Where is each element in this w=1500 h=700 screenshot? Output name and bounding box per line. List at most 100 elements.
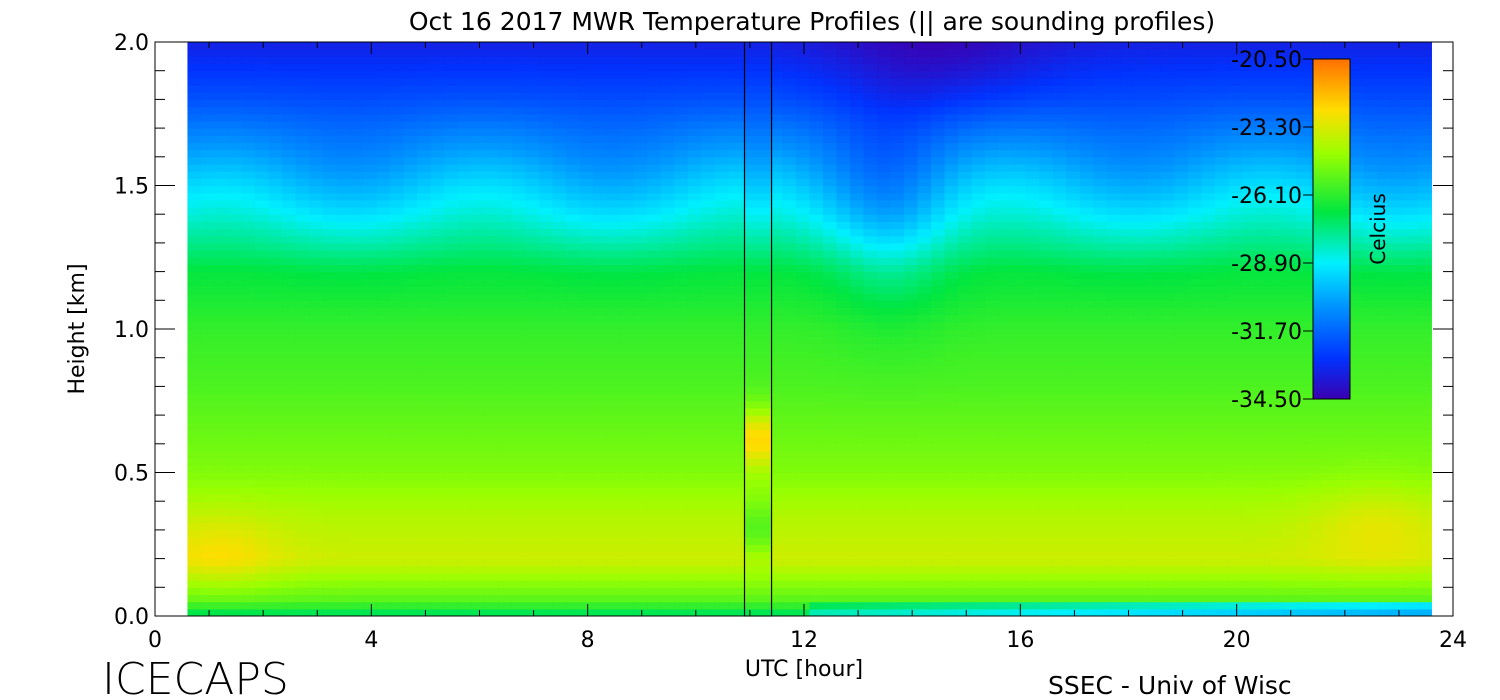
heatmap-cell xyxy=(1025,386,1040,395)
heatmap-cell xyxy=(917,522,932,531)
heatmap-cell xyxy=(1012,508,1027,517)
heatmap-cell xyxy=(498,422,513,431)
heatmap-cell xyxy=(336,228,351,237)
heatmap-cell xyxy=(998,486,1013,495)
heatmap-cell xyxy=(295,515,310,524)
heatmap-cell xyxy=(471,422,486,431)
heatmap-cell xyxy=(606,257,621,266)
heatmap-cell xyxy=(417,300,432,309)
heatmap-cell xyxy=(728,56,743,65)
heatmap-cell xyxy=(511,207,527,215)
heatmap-cell xyxy=(552,407,567,416)
heatmap-cell xyxy=(579,135,594,144)
heatmap-cell xyxy=(430,486,445,495)
heatmap-cell xyxy=(255,450,270,459)
heatmap-cell xyxy=(714,228,729,237)
heatmap-cell xyxy=(660,415,675,423)
heatmap-cell xyxy=(1012,587,1027,596)
heatmap-cell xyxy=(228,207,243,215)
heatmap-cell xyxy=(795,515,811,524)
heatmap-cell xyxy=(484,214,500,222)
heatmap-cell xyxy=(1025,608,1040,616)
heatmap-cell xyxy=(200,537,216,545)
heatmap-cell xyxy=(349,508,364,517)
heatmap-cell xyxy=(863,271,878,280)
heatmap-cell xyxy=(863,85,878,93)
heatmap-cell xyxy=(647,472,662,481)
heatmap-cell xyxy=(931,329,946,337)
heatmap-cell xyxy=(282,192,297,201)
heatmap-cell xyxy=(484,594,500,603)
heatmap-cell xyxy=(349,479,364,488)
heatmap-cell xyxy=(430,386,445,395)
heatmap-cell xyxy=(566,415,581,423)
heatmap-cell xyxy=(457,422,472,431)
heatmap-cell xyxy=(647,594,662,603)
heatmap-cell xyxy=(660,565,675,574)
heatmap-cell xyxy=(444,336,459,344)
heatmap-cell xyxy=(647,120,662,129)
heatmap-cell xyxy=(525,300,540,309)
heatmap-cell xyxy=(417,329,432,337)
heatmap-cell xyxy=(971,106,986,115)
heatmap-cell xyxy=(376,393,391,402)
heatmap-cell xyxy=(822,300,838,309)
heatmap-cell xyxy=(795,242,811,251)
heatmap-cell xyxy=(241,300,256,309)
heatmap-cell xyxy=(417,257,432,266)
heatmap-cell xyxy=(268,135,283,144)
heatmap-cell xyxy=(931,63,946,72)
heatmap-cell xyxy=(241,214,256,222)
heatmap-cell xyxy=(228,199,243,208)
heatmap-cell xyxy=(336,207,351,215)
heatmap-cell xyxy=(228,142,243,151)
heatmap-cell xyxy=(795,436,811,445)
heatmap-cell xyxy=(430,99,445,108)
heatmap-cell xyxy=(674,379,689,387)
heatmap-cell xyxy=(484,357,500,366)
heatmap-cell xyxy=(890,436,905,445)
heatmap-cell xyxy=(214,300,229,309)
heatmap-cell xyxy=(322,63,337,72)
heatmap-cell xyxy=(782,537,797,545)
heatmap-cell xyxy=(809,429,824,438)
heatmap-cell xyxy=(985,128,1000,136)
heatmap-cell xyxy=(701,42,716,50)
heatmap-cell xyxy=(836,407,851,416)
heatmap-cell xyxy=(498,85,513,93)
heatmap-cell xyxy=(498,56,513,65)
heatmap-cell xyxy=(403,214,418,222)
heatmap-cell xyxy=(877,601,892,610)
heatmap-cell xyxy=(971,235,986,244)
heatmap-cell xyxy=(566,429,581,438)
heatmap-cell xyxy=(687,321,702,330)
heatmap-cell xyxy=(349,465,364,474)
heatmap-cell xyxy=(511,300,527,309)
heatmap-cell xyxy=(349,199,364,208)
heatmap-cell xyxy=(917,551,932,560)
heatmap-cell xyxy=(376,163,391,172)
heatmap-cell xyxy=(620,77,635,86)
heatmap-cell xyxy=(890,120,905,129)
heatmap-cell xyxy=(998,386,1013,395)
heatmap-cell xyxy=(985,214,1000,222)
heatmap-cell xyxy=(390,113,405,122)
heatmap-cell xyxy=(593,436,608,445)
heatmap-cell xyxy=(349,336,364,344)
heatmap-cell xyxy=(214,42,229,50)
heatmap-cell xyxy=(701,580,716,588)
heatmap-cell xyxy=(795,156,811,165)
heatmap-cell xyxy=(863,572,878,581)
heatmap-cell xyxy=(985,494,1000,502)
heatmap-cell xyxy=(525,522,540,531)
heatmap-cell xyxy=(620,85,635,93)
heatmap-cell xyxy=(484,508,500,517)
heatmap-cell xyxy=(877,522,892,531)
heatmap-cell xyxy=(444,178,459,187)
heatmap-cell xyxy=(511,178,527,187)
heatmap-cell xyxy=(958,257,973,266)
heatmap-cell xyxy=(647,278,662,287)
heatmap-cell xyxy=(430,156,445,165)
heatmap-cell xyxy=(904,587,919,596)
heatmap-cell xyxy=(701,214,716,222)
